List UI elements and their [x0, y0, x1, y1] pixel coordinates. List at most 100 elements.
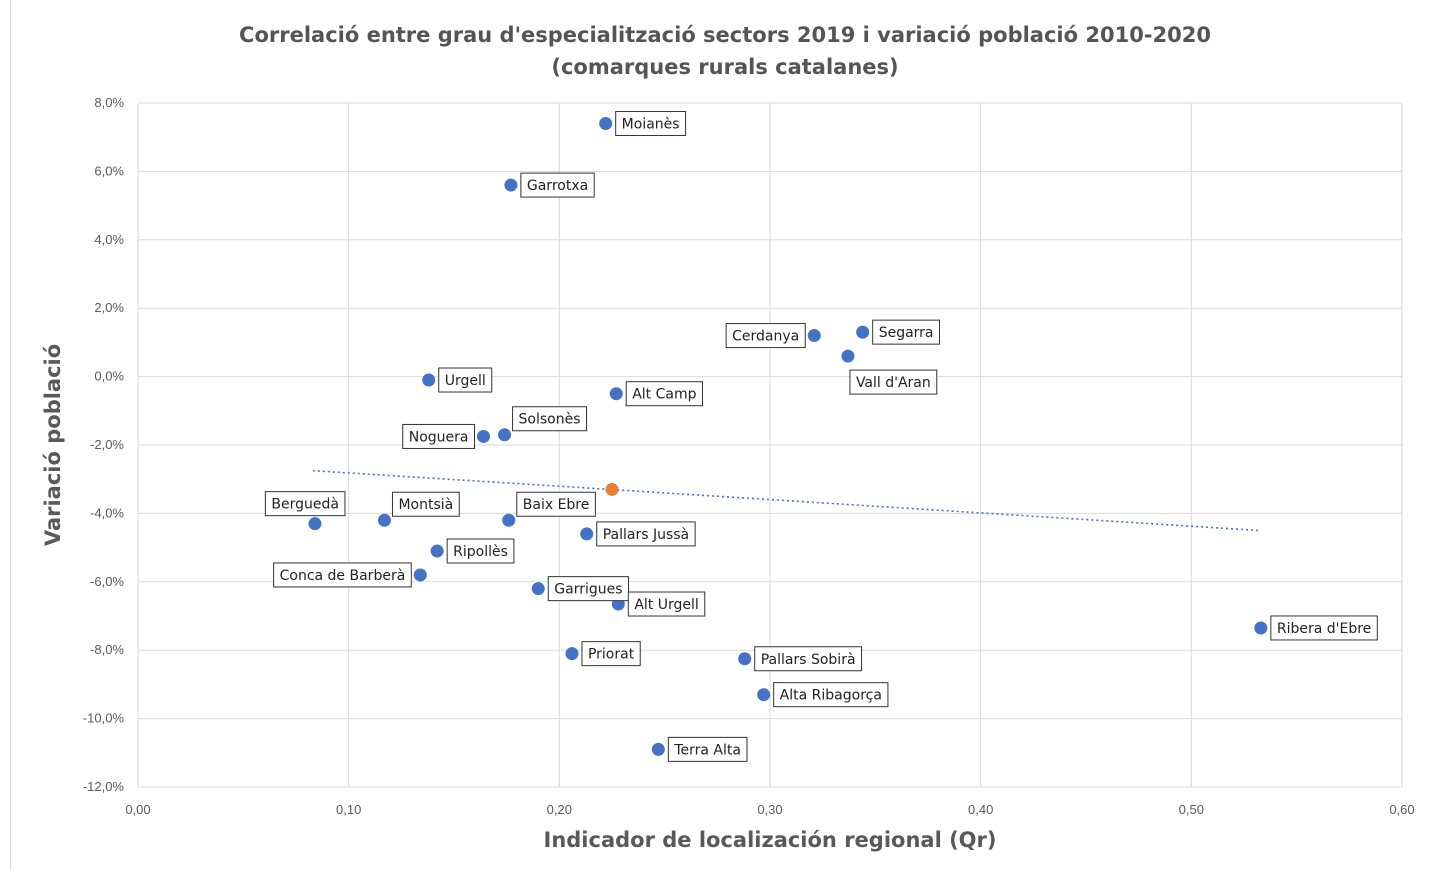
- point-label-box: [512, 406, 588, 432]
- data-point: [1254, 621, 1268, 635]
- data-point: [565, 647, 579, 661]
- point-label-text: Cerdanya: [732, 329, 799, 345]
- y-tick-label: -6,0%: [90, 574, 124, 589]
- point-label-box: [627, 591, 706, 617]
- point-label-text: Alt Urgell: [634, 597, 698, 613]
- point-label-box: [391, 491, 460, 517]
- data-point: [430, 544, 444, 558]
- data-point: [580, 527, 594, 541]
- point-label-text: Noguera: [409, 429, 469, 445]
- point-label: Noguera: [402, 423, 475, 449]
- point-label: Urgell: [438, 367, 493, 393]
- x-tick-label: 0,10: [336, 802, 361, 817]
- tick-labels: 0,00 0,10 0,20 0,30 0,40 0,50 0,60 8,0% 6,0% 4,0%…: [83, 95, 1415, 817]
- data-point: [377, 513, 391, 527]
- y-tick-label: 8,0%: [94, 95, 124, 110]
- point-label-box: [667, 736, 748, 762]
- x-tick-label: 0,60: [1389, 802, 1414, 817]
- data-point: [413, 568, 427, 582]
- y-tick-label: 6,0%: [94, 163, 124, 178]
- y-axis-label: Variació població: [41, 344, 65, 546]
- point-label-text: Moianès: [622, 117, 680, 133]
- point-label-text: Garrigues: [554, 582, 622, 598]
- data-point: [651, 742, 665, 756]
- x-tick-label: 0,40: [968, 802, 993, 817]
- point-label-text: Ribera d'Ebre: [1277, 621, 1371, 637]
- point-label-text: Berguedà: [271, 497, 339, 513]
- data-points: [308, 117, 1268, 756]
- point-label: Terra Alta: [667, 736, 748, 762]
- point-label-text: Solsonès: [519, 412, 581, 428]
- point-label-box: [1270, 615, 1378, 641]
- y-tick-label: -10,0%: [83, 711, 125, 726]
- gridlines: [137, 102, 1403, 788]
- y-tick-label: 0,0%: [94, 369, 124, 384]
- point-label-box: [402, 423, 475, 449]
- data-point: [504, 178, 518, 192]
- point-label: Ripollès: [446, 538, 515, 564]
- x-axis-label: Indicador de localización regional (Qr): [544, 828, 997, 852]
- point-label: Solsonès: [512, 406, 588, 432]
- point-label-text: Baix Ebre: [523, 497, 590, 513]
- point-label-text: Terra Alta: [673, 742, 741, 758]
- point-label-text: Urgell: [445, 373, 486, 389]
- point-label: Garrotxa: [520, 172, 595, 198]
- point-label: Alta Ribagorça: [773, 682, 889, 708]
- point-label: Alt Urgell: [627, 591, 706, 617]
- point-label-box: [849, 369, 938, 395]
- data-point: [738, 652, 752, 666]
- point-label-box: [754, 646, 863, 672]
- point-label-text: Alta Ribagorça: [780, 688, 882, 704]
- point-label: Baix Ebre: [516, 491, 596, 517]
- data-point: [502, 513, 516, 527]
- y-tick-label: -8,0%: [90, 642, 124, 657]
- point-label-box: [264, 491, 346, 517]
- point-label: Montsià: [391, 491, 460, 517]
- data-point: [841, 349, 855, 363]
- point-label-text: Conca de Barberà: [280, 568, 406, 584]
- point-label-text: Priorat: [588, 647, 635, 663]
- y-tick-label: 4,0%: [94, 232, 124, 247]
- point-label: Cerdanya: [725, 323, 806, 349]
- point-label-box: [596, 521, 696, 547]
- data-point: [422, 373, 436, 387]
- point-label: Berguedà: [264, 491, 346, 517]
- data-point: [308, 517, 322, 531]
- point-label-text: Pallars Jussà: [603, 527, 689, 543]
- point-label-box: [446, 538, 515, 564]
- point-label-box: [773, 682, 889, 708]
- point-label-box: [725, 323, 806, 349]
- x-tick-label: 0,50: [1179, 802, 1204, 817]
- point-label-box: [872, 319, 941, 345]
- point-label-text: Vall d'Aran: [856, 375, 931, 391]
- data-point: [498, 428, 512, 442]
- data-point: [856, 325, 870, 339]
- point-label-text: Pallars Sobirà: [761, 652, 856, 668]
- chart-title: Correlació entre grau d'especialització …: [239, 23, 1211, 47]
- x-tick-label: 0,30: [757, 802, 782, 817]
- point-label: Moianès: [615, 111, 687, 137]
- point-label-box: [273, 562, 412, 588]
- y-tick-label: -12,0%: [83, 779, 125, 794]
- point-label-box: [547, 576, 630, 602]
- point-label-box: [615, 111, 687, 137]
- point-label-text: Montsià: [398, 497, 453, 513]
- point-label-box: [581, 641, 641, 667]
- chart-subtitle: (comarques rurals catalanes): [551, 55, 898, 79]
- y-tick-label: -2,0%: [90, 437, 124, 452]
- chart-frame: [10, 0, 1429, 870]
- data-point: [757, 688, 771, 702]
- data-point: [599, 117, 613, 131]
- point-label-text: Ripollès: [453, 544, 508, 560]
- point-label-box: [625, 381, 704, 407]
- point-label: Pallars Jussà: [596, 521, 696, 547]
- data-point: [807, 329, 821, 343]
- y-tick-label: -4,0%: [90, 505, 124, 520]
- y-tick-label: 2,0%: [94, 300, 124, 315]
- point-label-text: Garrotxa: [527, 178, 588, 194]
- point-label-text: Segarra: [879, 325, 934, 341]
- point-label: Garrigues: [547, 576, 630, 602]
- point-label-box: [438, 367, 493, 393]
- x-tick-label: 0,00: [125, 802, 150, 817]
